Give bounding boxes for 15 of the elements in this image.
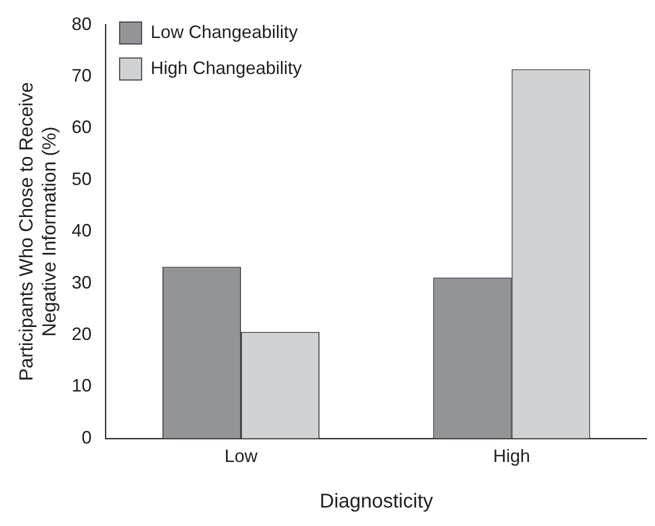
y-tick-label: 80: [72, 14, 92, 34]
y-tick-label: 30: [72, 272, 92, 292]
legend-label: Low Changeability: [150, 22, 298, 42]
y-tick-label: 50: [72, 168, 92, 189]
y-tick-label: 20: [72, 324, 92, 344]
y-tick-label: 10: [72, 376, 92, 396]
x-axis-title: Diagnosticity: [320, 490, 434, 513]
y-tick-label: 70: [72, 65, 92, 86]
x-tick-label: High: [493, 446, 530, 466]
y-tick-label: 60: [72, 117, 92, 138]
x-tick-label: Low: [224, 446, 258, 466]
y-tick-label: 0: [82, 427, 92, 448]
y-tick-label: 40: [72, 220, 92, 241]
legend-label: High Changeability: [150, 58, 302, 78]
y-axis-title: Participants Who Chose to Receive Negative Information (%): [16, 82, 60, 382]
